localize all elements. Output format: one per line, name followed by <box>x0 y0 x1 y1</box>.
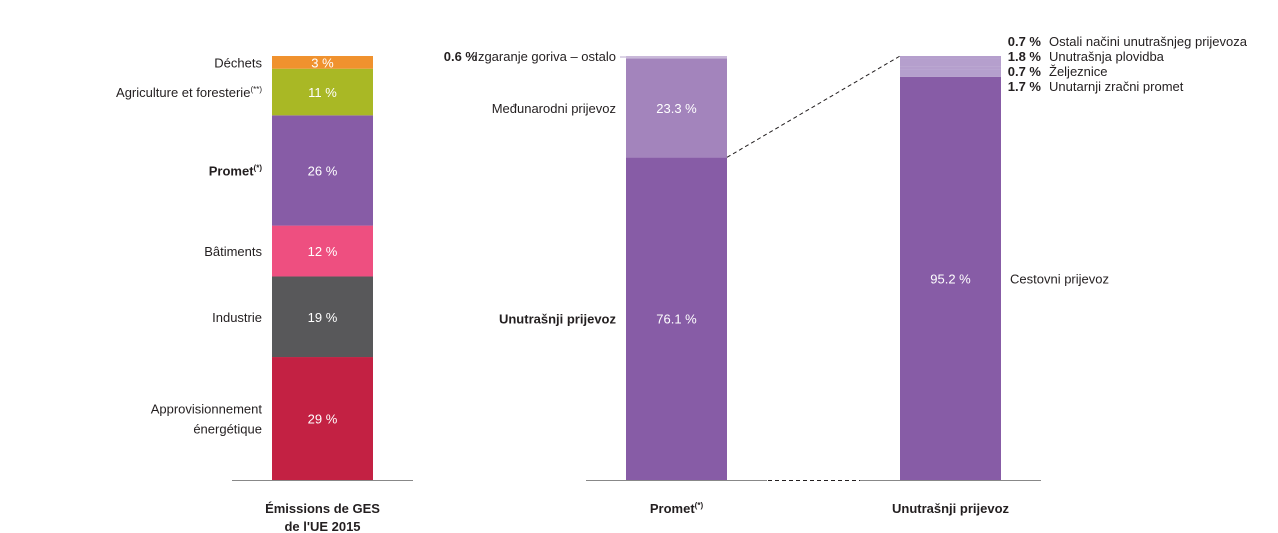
value-label-domestic-4: 0.7 % <box>1008 34 1042 49</box>
category-label-promet-2: Izgaranje goriva – ostalo <box>474 49 616 64</box>
value-label-eu-3: 26 % <box>308 163 338 178</box>
value-label-eu-0: 29 % <box>308 412 338 427</box>
category-label-eu-0-line2: énergétique <box>193 422 262 437</box>
bar-segment-promet-0 <box>626 157 727 480</box>
category-label-domestic-3: Unutrašnja plovidba <box>1049 49 1165 64</box>
bar-segment-eu-4 <box>272 68 373 116</box>
value-label-domestic-0: 95.2 % <box>930 271 971 286</box>
category-label-promet-1: Međunarodni prijevoz <box>492 101 616 116</box>
value-label-eu-2: 12 % <box>308 244 338 259</box>
x-label-eu-line1: Émissions de GES <box>265 501 380 516</box>
value-label-domestic-3: 1.8 % <box>1008 49 1042 64</box>
bar-segment-eu-0 <box>272 357 373 480</box>
bar-segment-domestic-4 <box>900 56 1001 59</box>
bar-segment-eu-2 <box>272 225 373 277</box>
value-label-eu-5: 3 % <box>311 55 334 70</box>
category-label-eu-3: Promet(*) <box>209 163 263 178</box>
value-label-domestic-1: 1.7 % <box>1008 79 1042 94</box>
bar-segment-eu-3 <box>272 115 373 226</box>
bar-segment-domestic-1 <box>900 69 1001 77</box>
value-label-domestic-2: 0.7 % <box>1008 64 1042 79</box>
x-label-domestic: Unutrašnji prijevoz <box>892 501 1010 516</box>
value-label-eu-1: 19 % <box>308 310 338 325</box>
category-label-domestic-1: Unutarnji zračni promet <box>1049 79 1184 94</box>
category-label-eu-1: Industrie <box>212 310 262 325</box>
value-label-eu-4: 11 % <box>308 85 337 100</box>
x-label-promet: Promet(*) <box>650 501 704 516</box>
category-label-eu-4: Agriculture et foresterie(**) <box>116 85 262 100</box>
connector-line-top <box>726 55 901 158</box>
category-label-domestic-2: Željeznice <box>1049 64 1108 79</box>
category-label-eu-5: Déchets <box>214 55 262 70</box>
x-label-eu-line2: de l'UE 2015 <box>284 519 360 533</box>
category-label-eu-0: Approvisionnement <box>151 402 263 417</box>
bar-segment-domestic-2 <box>900 66 1001 70</box>
bar-segment-promet-1 <box>626 58 727 158</box>
bar-segment-eu-5 <box>272 56 373 69</box>
bar-segment-domestic-3 <box>900 58 1001 67</box>
value-label-promet-1: 23.3 % <box>656 101 697 116</box>
category-label-eu-2: Bâtiments <box>204 244 262 259</box>
category-label-promet-0: Unutrašnji prijevoz <box>499 312 617 327</box>
bar-segment-promet-2 <box>626 56 727 59</box>
value-label-promet-0: 76.1 % <box>656 312 697 327</box>
category-label-domestic-0: Cestovni prijevoz <box>1010 271 1109 286</box>
category-label-domestic-4: Ostali načini unutrašnjeg prijevoza <box>1049 34 1248 49</box>
bar-segment-eu-1 <box>272 276 373 358</box>
bar-segment-domestic-0 <box>900 76 1001 480</box>
value-label-promet-2: 0.6 % <box>444 49 478 64</box>
